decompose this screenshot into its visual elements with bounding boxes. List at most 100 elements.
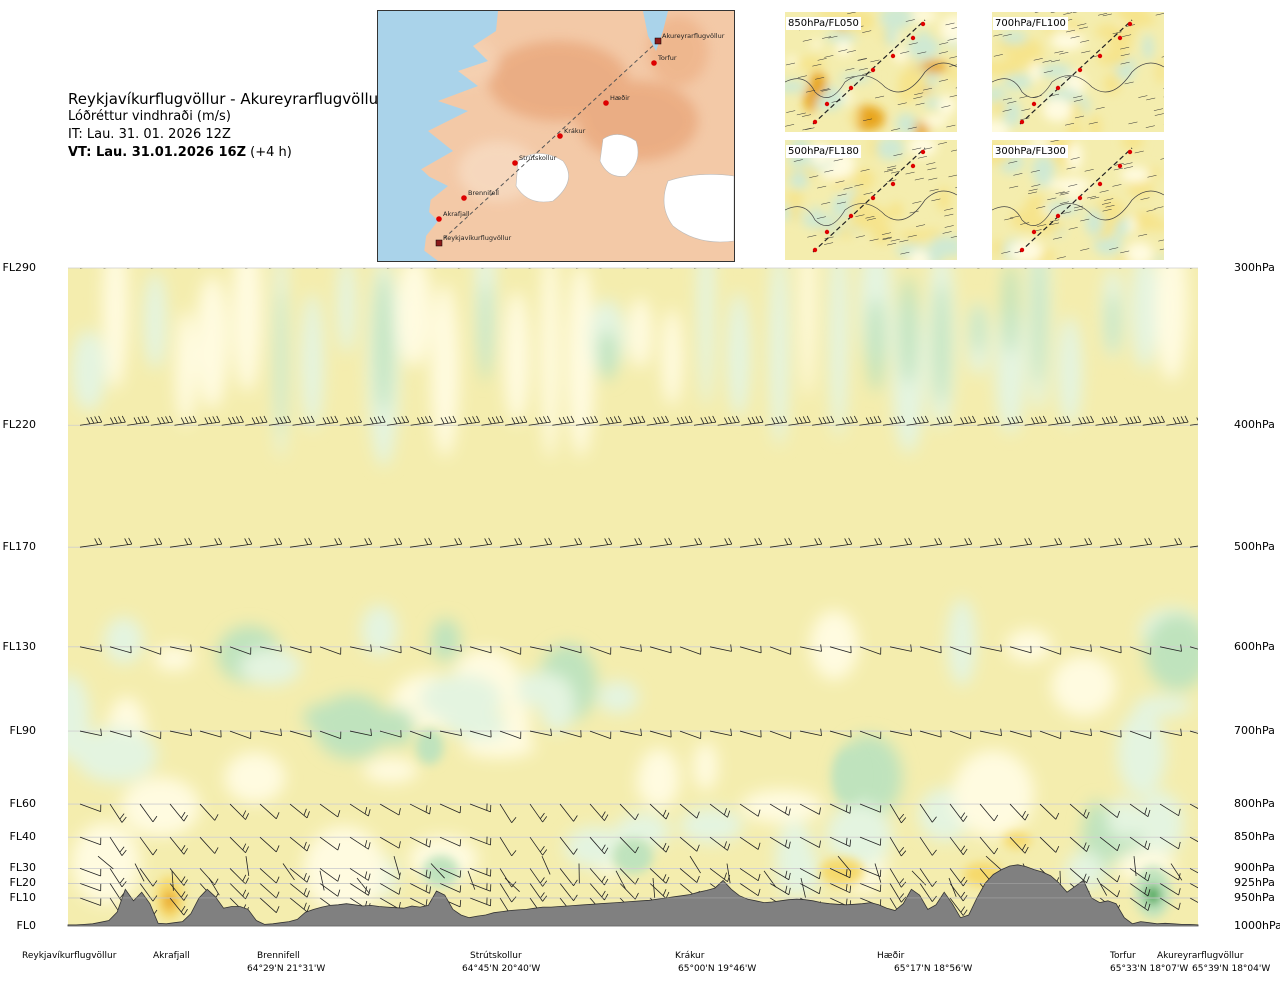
panel-waypoint — [1019, 119, 1025, 125]
wind-barb — [649, 645, 672, 654]
panel-wind-barb — [1113, 167, 1123, 171]
wind-barb — [764, 415, 788, 426]
wind-barb — [79, 537, 103, 548]
panel-wind-barb — [1112, 31, 1122, 35]
wind-barb — [589, 836, 609, 855]
wind-barb — [977, 268, 981, 269]
field-cell — [867, 297, 885, 392]
wind-barb — [559, 730, 582, 738]
panel-waypoint — [1055, 85, 1061, 91]
field-cell — [1107, 798, 1141, 839]
wind-barb — [679, 730, 702, 739]
panel-waypoint — [870, 195, 876, 201]
wind-barb — [1009, 537, 1033, 548]
wind-barb — [259, 728, 282, 737]
panel-wind-barb — [1138, 95, 1148, 98]
panel-coastline — [992, 190, 1164, 226]
wind-barb — [1189, 883, 1198, 889]
panel-wind-barb — [882, 236, 892, 240]
panel-wind-barb — [905, 19, 915, 22]
panel-wind-barb — [1054, 50, 1064, 54]
panel-wind-barb — [887, 242, 897, 246]
panel-wind-barb — [937, 142, 948, 145]
panel-wind-barb — [951, 149, 957, 152]
wind-barb — [529, 728, 552, 737]
wind-barb — [469, 867, 492, 877]
wind-barb — [906, 415, 929, 426]
flight-level-label: FL40 — [9, 830, 36, 844]
panel-wind-barb — [865, 216, 875, 219]
wind-barb — [709, 537, 733, 548]
map-waypoint-marker — [436, 216, 442, 222]
panel-route-line — [1019, 19, 1133, 125]
wind-barb — [259, 868, 280, 884]
panel-wind-barb — [1019, 95, 1029, 99]
field-cell — [1057, 315, 1083, 426]
wind-barb — [289, 730, 312, 738]
wind-barb — [1159, 537, 1183, 548]
wind-barb — [529, 803, 548, 823]
valid-time-offset: (+4 h) — [250, 145, 292, 160]
wind-barb — [1009, 803, 1029, 821]
panel-wind-barb — [1031, 184, 1041, 187]
panel-field-cell — [1003, 73, 1033, 91]
wind-barb — [559, 868, 578, 887]
wind-barb — [469, 836, 492, 846]
wind-barb — [799, 803, 821, 815]
panel-wind-barb — [817, 185, 827, 189]
wind-barb — [889, 728, 912, 737]
panel-wind-barb — [809, 175, 819, 178]
upper-map-panel-500: 500hPa/FL180 — [785, 140, 957, 260]
wind-barb — [499, 730, 522, 739]
panel-wind-barb — [1154, 113, 1164, 116]
panel-wind-barb — [1145, 125, 1155, 128]
wind-barb — [906, 268, 910, 269]
wind-barb — [859, 868, 882, 878]
panel-field-cell — [1065, 124, 1084, 132]
panel-wind-barb — [1084, 169, 1094, 172]
wind-barb — [882, 415, 906, 426]
field-cell — [1051, 655, 1116, 717]
location-name: Akureyrarflugvöllur — [1157, 951, 1244, 961]
wind-barb — [229, 537, 253, 548]
wind-barb — [79, 897, 102, 906]
wind-barb — [199, 803, 219, 821]
wind-barb — [859, 415, 882, 426]
wind-barb — [1069, 803, 1090, 819]
wind-barb — [439, 883, 462, 893]
panel-wind-barb — [1158, 239, 1164, 242]
map-waypoint-marker — [603, 100, 609, 106]
pressure-label: 500hPa — [1234, 540, 1275, 554]
wind-barb — [499, 836, 517, 857]
panel-wind-barb — [824, 242, 834, 245]
wind-barb — [619, 644, 642, 652]
field-cell — [1003, 832, 1032, 849]
panel-field-cell — [817, 12, 844, 19]
panel-field-cell — [1120, 167, 1150, 183]
map-glacier — [663, 174, 734, 243]
panel-wind-barb — [862, 118, 873, 122]
panel-wind-barb — [1002, 109, 1012, 112]
wind-barb — [229, 803, 249, 820]
panel-field-cell — [908, 140, 937, 157]
panel-wind-barb — [1068, 227, 1078, 230]
wind-barb — [769, 803, 791, 816]
wind-barb — [949, 803, 968, 822]
panel-wind-barb — [944, 213, 954, 217]
panel-waypoint — [890, 181, 896, 187]
panel-field-cell — [1125, 242, 1154, 260]
field-cell — [1131, 268, 1158, 370]
wind-barb — [649, 868, 670, 884]
wind-barb — [469, 537, 493, 548]
wind-barb — [739, 645, 762, 654]
wind-barb — [1099, 868, 1121, 883]
wind-barb — [1166, 415, 1189, 426]
wind-barb — [505, 415, 528, 426]
map-glacier — [515, 153, 569, 203]
panel-wind-barb — [887, 165, 897, 169]
wind-barb — [1095, 268, 1099, 269]
wind-barb — [541, 855, 551, 875]
wind-barb — [169, 883, 188, 901]
wind-barb — [169, 897, 188, 916]
wind-barb — [829, 645, 852, 654]
